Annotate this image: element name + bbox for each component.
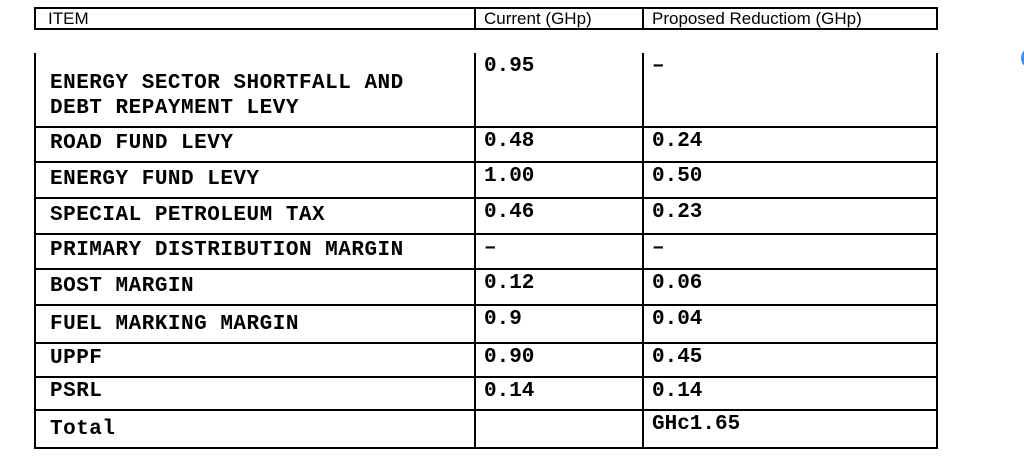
row-item-label: FUEL MARKING MARGIN (50, 313, 299, 336)
table-row-energy-fund-levy: ENERGY FUND LEVY 1.00 0.50 (36, 163, 936, 199)
row-current-value: 1.00 (474, 163, 642, 197)
row-current-value: 0.12 (474, 270, 642, 304)
header-proposed: Proposed Reductiom (GHp) (642, 9, 936, 28)
row-current-value: 0.9 (474, 306, 642, 342)
table-row-fuel-marking-margin: FUEL MARKING MARGIN 0.9 0.04 (36, 306, 936, 344)
row-item-label: UPPF (50, 347, 103, 370)
row-proposed-value: 0.14 (642, 378, 936, 409)
header-current: Current (GHp) (474, 9, 642, 28)
levy-table-body: ENERGY SECTOR SHORTFALL AND DEBT REPAYME… (34, 53, 938, 449)
row-proposed-value: 0.24 (642, 128, 936, 161)
row-item-label: PRIMARY DISTRIBUTION MARGIN (50, 239, 404, 262)
row-current-value: 0.90 (474, 344, 642, 376)
row-proposed-value: 0.45 (642, 344, 936, 376)
header-item: ITEM (48, 9, 89, 28)
row-item-label: ENERGY FUND LEVY (50, 168, 260, 191)
row-proposed-value: 0.23 (642, 199, 936, 233)
row-current-value: 0.48 (474, 128, 642, 161)
row-current-value: 0.14 (474, 378, 642, 409)
table-row-energy-sector-levy: ENERGY SECTOR SHORTFALL AND DEBT REPAYME… (36, 53, 936, 128)
table-row-road-fund-levy: ROAD FUND LEVY 0.48 0.24 (36, 128, 936, 163)
row-proposed-value: 0.04 (642, 306, 936, 342)
table-row-psrl: PSRL 0.14 0.14 (36, 378, 936, 411)
row-proposed-value: – (642, 235, 936, 268)
table-row-primary-distribution-margin: PRIMARY DISTRIBUTION MARGIN – – (36, 235, 936, 270)
row-current-value: 0.95 (474, 53, 642, 126)
row-item-label: ROAD FUND LEVY (50, 132, 234, 155)
clipped-blue-circle-indicator (1021, 47, 1024, 69)
row-proposed-value: 0.06 (642, 270, 936, 304)
row-item-label: SPECIAL PETROLEUM TAX (50, 204, 326, 227)
total-current-value (474, 411, 642, 447)
table-row-bost-margin: BOST MARGIN 0.12 0.06 (36, 270, 936, 306)
row-item-label: ENERGY SECTOR SHORTFALL AND DEBT REPAYME… (50, 72, 404, 120)
row-item-label: PSRL (50, 380, 103, 403)
row-item-label: BOST MARGIN (50, 275, 195, 298)
total-label: Total (50, 418, 116, 441)
row-proposed-value: – (642, 53, 936, 126)
table-row-special-petroleum-tax: SPECIAL PETROLEUM TAX 0.46 0.23 (36, 199, 936, 235)
total-proposed-value: GHc1.65 (642, 411, 936, 447)
row-proposed-value: 0.50 (642, 163, 936, 197)
levy-table-header-row: ITEM Current (GHp) Proposed Reductiom (G… (34, 7, 938, 30)
table-row-total: Total GHc1.65 (36, 411, 936, 449)
table-row-uppf: UPPF 0.90 0.45 (36, 344, 936, 378)
row-current-value: 0.46 (474, 199, 642, 233)
row-current-value: – (474, 235, 642, 268)
